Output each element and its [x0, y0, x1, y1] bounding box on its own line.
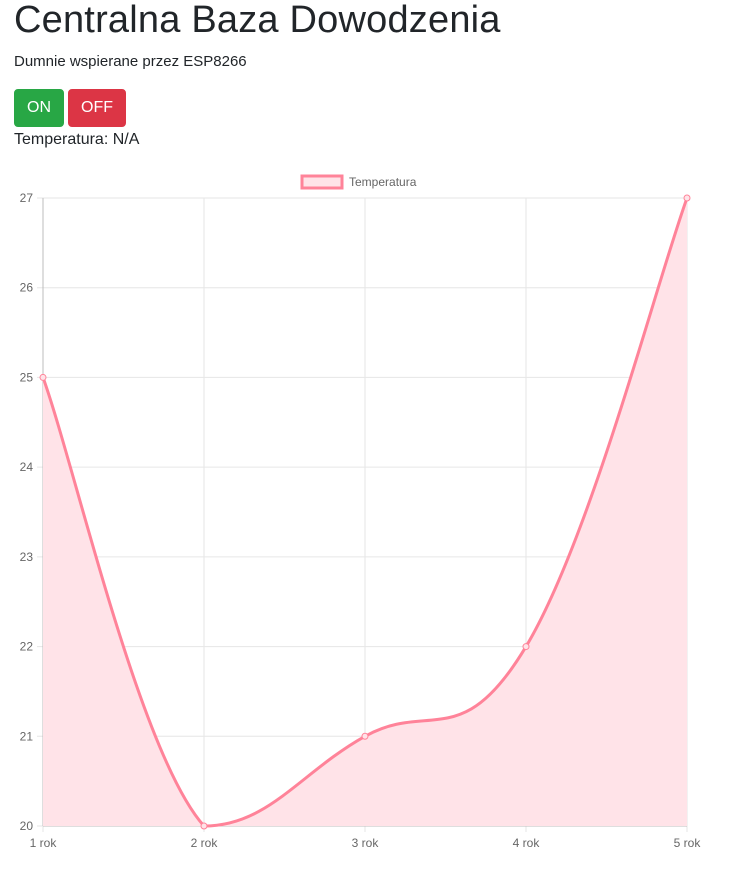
y-tick-label: 25: [20, 370, 34, 384]
temperature-readout: Temperatura: N/A: [14, 131, 140, 148]
x-tick-label: 3 rok: [352, 836, 380, 850]
on-button[interactable]: ON: [14, 89, 64, 127]
y-tick-label: 24: [20, 460, 34, 474]
page-title: Centralna Baza Dowodzenia: [14, 0, 501, 41]
data-point: [361, 732, 369, 740]
off-button[interactable]: OFF: [68, 89, 126, 127]
control-buttons: ON OFF: [14, 89, 126, 127]
x-tick-label: 4 rok: [513, 836, 541, 850]
data-point: [39, 373, 47, 381]
y-tick-label: 27: [20, 191, 34, 205]
y-tick-label: 20: [20, 819, 34, 833]
legend-swatch: [300, 174, 344, 190]
data-point: [200, 822, 208, 830]
x-tick-label: 1 rok: [30, 836, 58, 850]
x-tick-label: 5 rok: [674, 836, 702, 850]
legend-label: Temperatura: [349, 175, 417, 189]
y-tick-label: 23: [20, 550, 34, 564]
x-tick-label: 2 rok: [191, 836, 219, 850]
y-tick-label: 22: [20, 640, 34, 654]
page-subtitle: Dumnie wspierane przez ESP8266: [14, 53, 247, 70]
data-point: [683, 194, 691, 202]
data-point: [522, 643, 530, 651]
y-tick-label: 26: [20, 281, 34, 295]
series-area-fill: [43, 198, 687, 826]
y-tick-label: 21: [20, 729, 34, 743]
